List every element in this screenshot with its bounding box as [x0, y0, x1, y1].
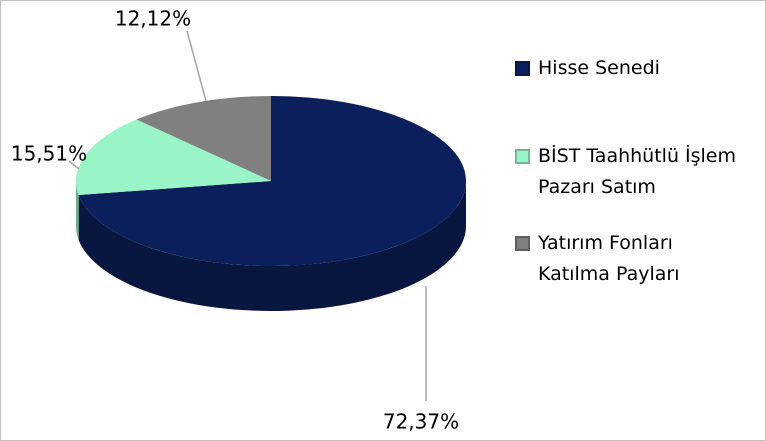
legend-item: Hisse Senedi	[515, 53, 755, 84]
pie-slice	[78, 96, 467, 266]
pie-side	[76, 181, 79, 240]
legend-swatch	[515, 61, 530, 76]
pie-slice	[136, 96, 271, 181]
legend-item: Yatırım Fonları Katılma Payları	[515, 228, 755, 290]
legend-swatch	[515, 236, 530, 251]
pie-side	[78, 181, 466, 311]
data-label: 12,12%	[115, 7, 191, 31]
leader-line	[68, 160, 80, 170]
legend-label: BİST Taahhütlü İşlem Pazarı Satım	[538, 145, 737, 198]
data-label: 72,37%	[383, 410, 459, 434]
pie-slice	[76, 119, 272, 195]
legend-label: Hisse Senedi	[538, 57, 660, 79]
leader-line	[186, 30, 207, 102]
data-label: 15,51%	[11, 142, 87, 166]
legend-item: BİST Taahhütlü İşlem Pazarı Satım	[515, 141, 755, 203]
legend-label: Yatırım Fonları Katılma Payları	[538, 232, 680, 285]
legend-swatch	[515, 149, 530, 164]
